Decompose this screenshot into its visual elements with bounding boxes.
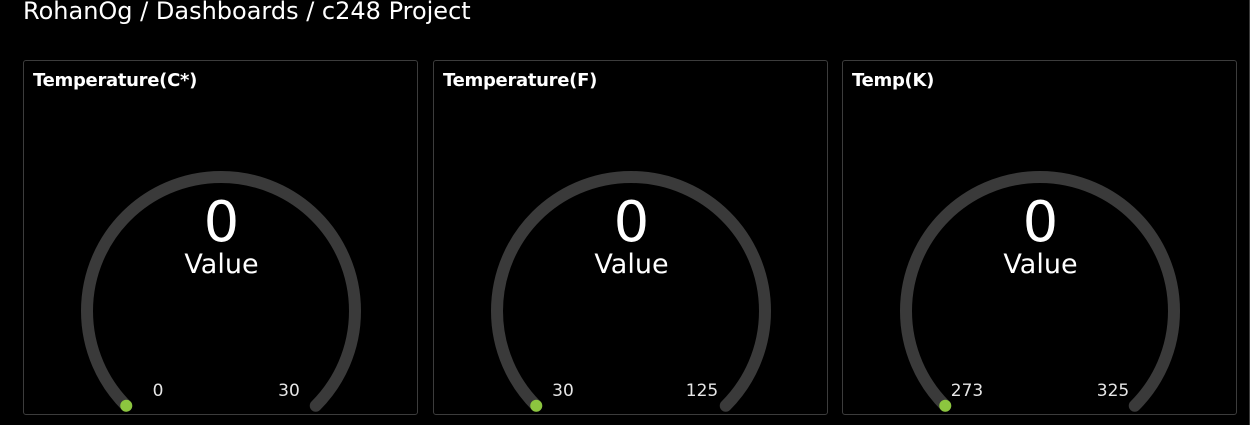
panel-title: Temperature(C*) <box>33 70 198 91</box>
gauge-label: Value <box>594 249 669 280</box>
gauge-value: 0 <box>1022 190 1059 255</box>
gauge-panel-celsius: Temperature(C*) 0 Value 0 30 <box>23 60 418 415</box>
gauge-indicator-dot <box>120 399 133 412</box>
gauge-value: 0 <box>203 190 240 255</box>
gauge-panel-kelvin: Temp(K) 0 Value 273 325 <box>842 60 1237 415</box>
panel-title: Temperature(F) <box>443 70 598 91</box>
gauge-track <box>81 171 361 412</box>
gauge-indicator-dot <box>530 399 543 412</box>
gauge-min-label: 273 <box>950 381 984 401</box>
gauge-dial <box>900 171 1180 412</box>
breadcrumb: RohanOg / Dashboards / c248 Project <box>23 0 471 25</box>
gauge-max-label: 325 <box>1096 381 1130 401</box>
gauge-indicator-dot <box>939 399 952 412</box>
gauge-min-label: 0 <box>152 381 164 401</box>
gauge-dial <box>491 171 771 412</box>
gauge-label: Value <box>184 249 259 280</box>
panel-title: Temp(K) <box>852 70 935 91</box>
gauge-track <box>900 171 1180 412</box>
gauge-panel-fahrenheit: Temperature(F) 0 Value 30 125 <box>433 60 828 415</box>
gauge-value: 0 <box>613 190 650 255</box>
gauge-min-label: 30 <box>552 381 574 401</box>
gauge-max-label: 30 <box>278 381 300 401</box>
gauge-label: Value <box>1003 249 1078 280</box>
gauge-track <box>491 171 771 412</box>
gauge-dial <box>81 171 361 412</box>
gauge-max-label: 125 <box>685 381 719 401</box>
